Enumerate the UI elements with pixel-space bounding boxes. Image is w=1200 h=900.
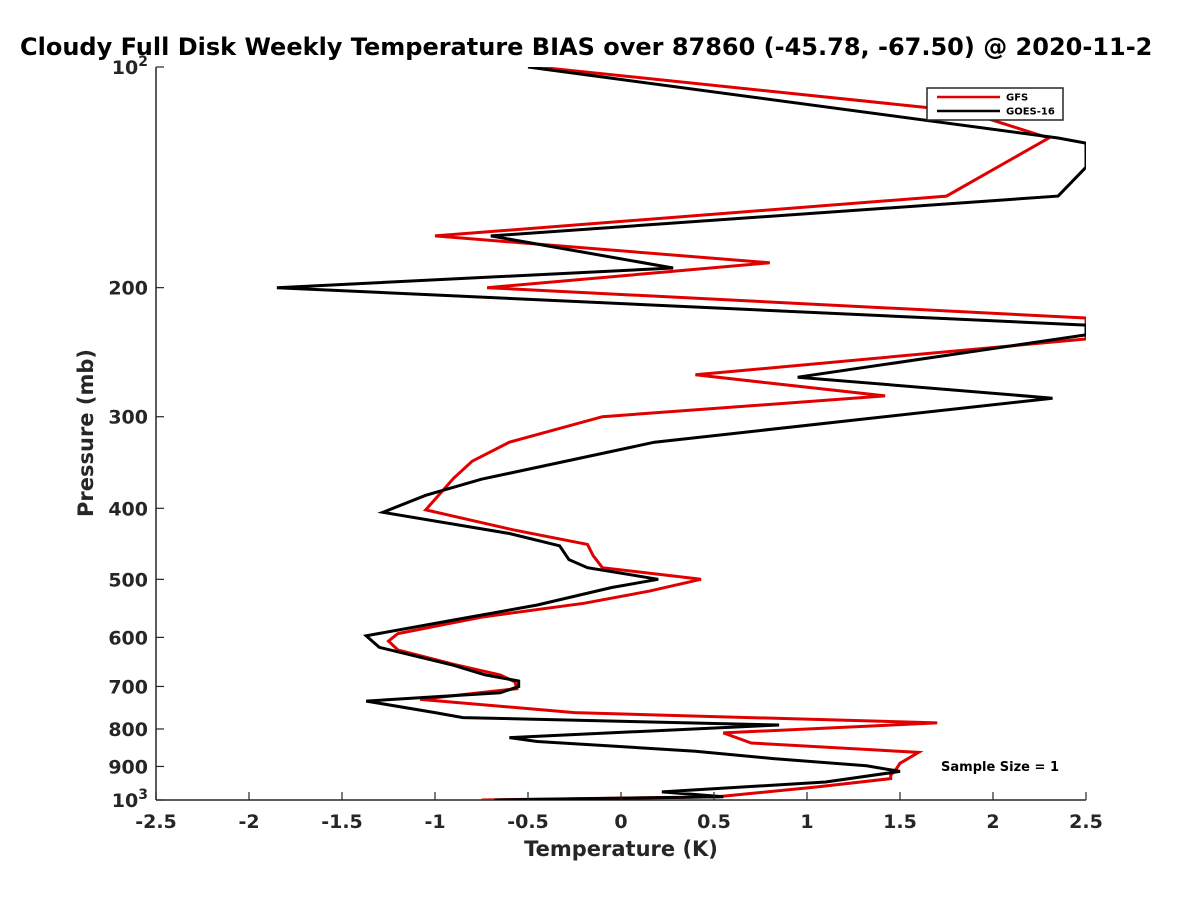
x-tick-label: 2 [986,811,999,833]
y-tick-label: 102 [112,54,148,79]
x-tick-label: 1.5 [883,811,917,833]
y-tick-label: 700 [108,676,148,698]
ticks-layer: -2.5 -2 -1.5 -1 -0.5 0 0.5 1 1.5 2 2.5 102 200 300 400… [108,54,1103,833]
series-line-goes-16 [276,67,1086,800]
y-tick-label: 200 [108,278,148,300]
x-tick-label: -2 [238,811,259,833]
x-tick-label: 1 [800,811,813,833]
sample-size-annotation: Sample Size = 1 [941,760,1059,775]
y-tick-label: 900 [108,756,148,778]
series-line-gfs [386,67,1086,800]
x-tick-label: -1 [424,811,445,833]
series-layer [276,67,1086,800]
x-tick-label: -1.5 [321,811,363,833]
y-tick-label: 300 [108,407,148,429]
y-tick-label: 600 [108,627,148,649]
legend-label: GFS [1006,93,1028,104]
x-tick-label: 0 [614,811,627,833]
y-tick-label: 800 [108,719,148,741]
x-axis-label: Temperature (K) [524,837,718,861]
x-tick-label: -0.5 [507,811,549,833]
legend-box [926,87,1064,121]
plot-area [155,67,1086,801]
x-tick-label: 2.5 [1069,811,1103,833]
chart-title: Cloudy Full Disk Weekly Temperature BIAS… [20,33,1152,61]
y-tick-label: 103 [112,787,148,812]
legend: GFS GOES-16 [926,87,1064,121]
legend-label: GOES-16 [1006,107,1055,118]
y-axis-label: Pressure (mb) [74,349,98,517]
y-tick-label: 400 [108,498,148,520]
x-tick-label: 0.5 [697,811,731,833]
x-tick-label: -2.5 [135,811,177,833]
y-tick-label: 500 [108,569,148,591]
